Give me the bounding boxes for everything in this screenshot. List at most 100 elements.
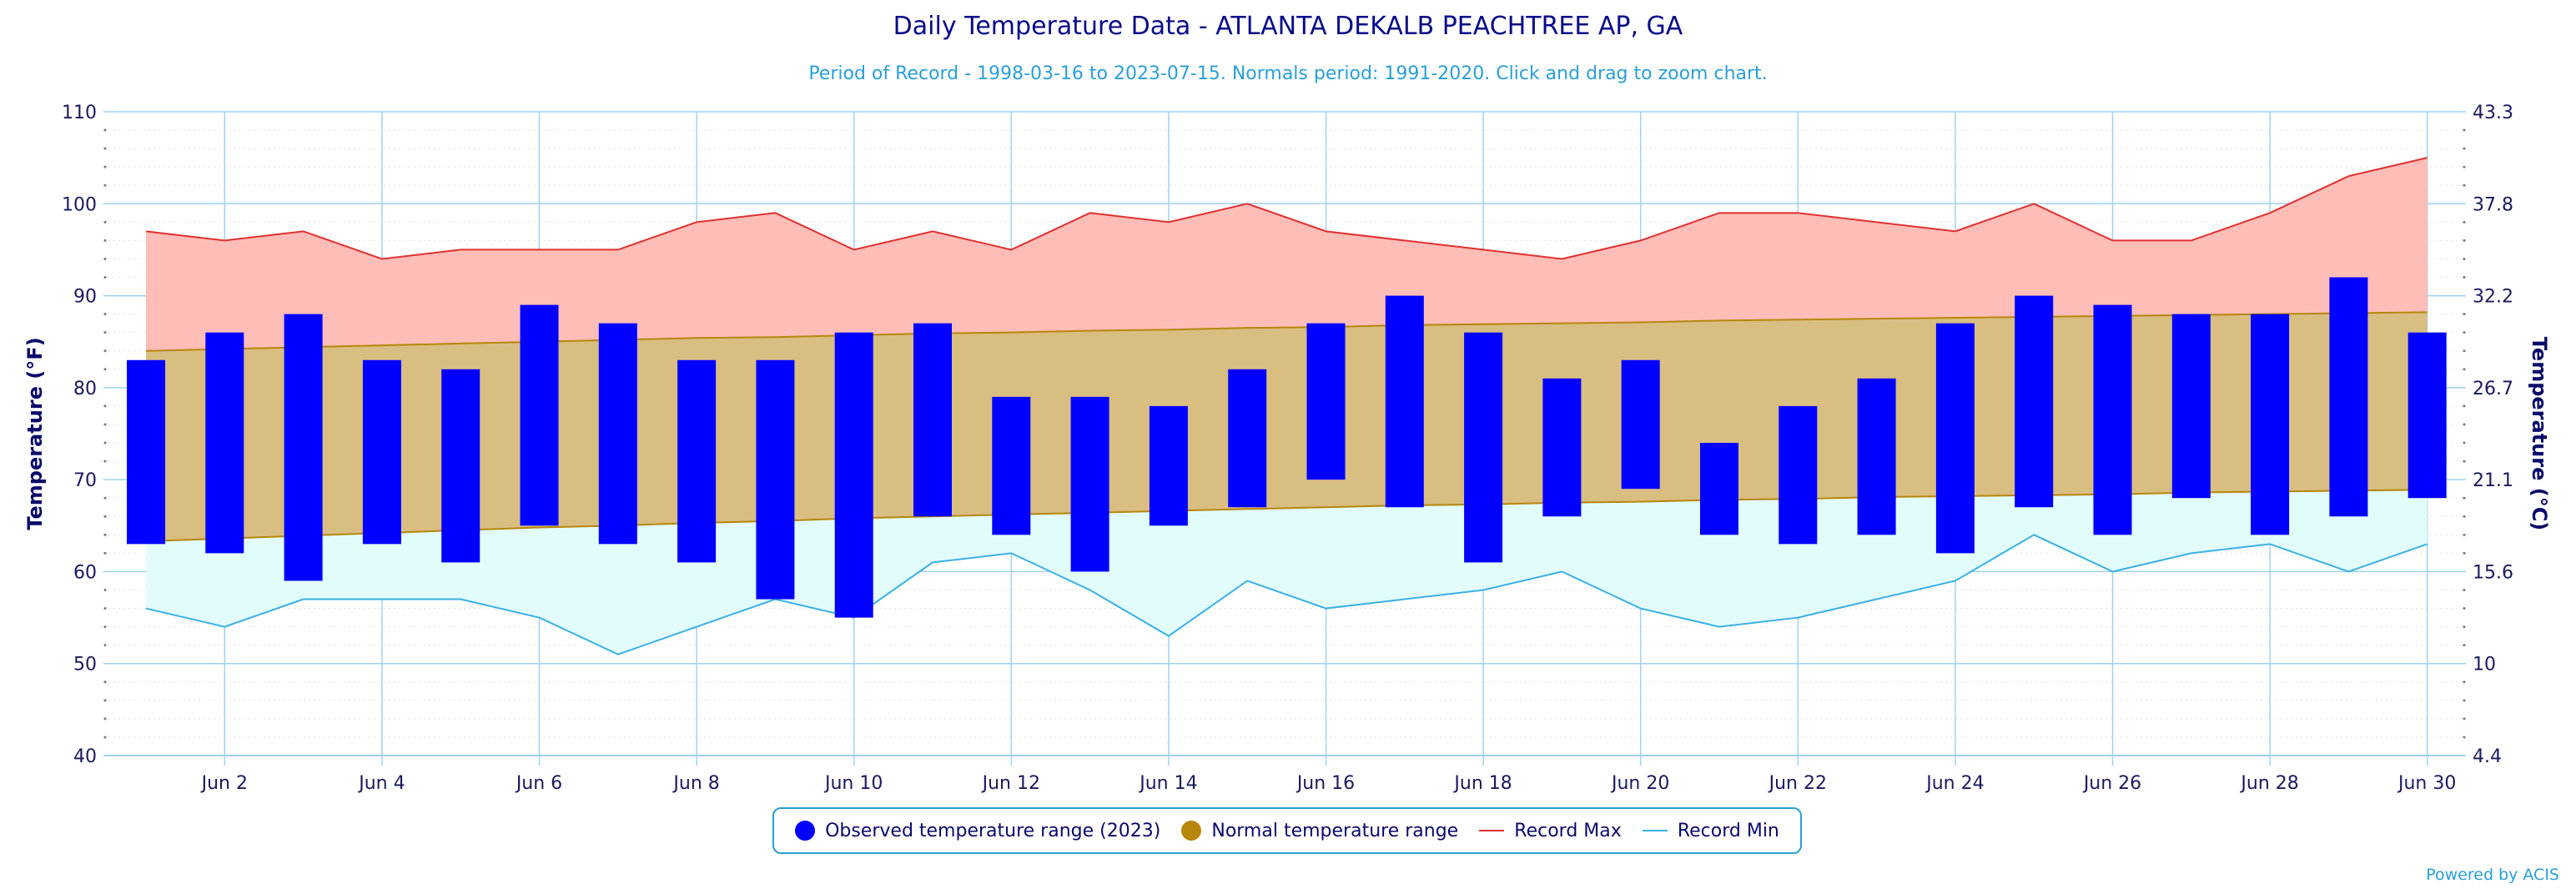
y-minor-dot: [2463, 607, 2466, 610]
observed-bar[interactable]: [1542, 378, 1582, 517]
y-minor-dot: [2463, 515, 2466, 518]
x-tick-label: Jun 2: [200, 773, 248, 794]
y-minor-dot: [103, 551, 107, 555]
y-minor-dot: [103, 625, 107, 629]
legend-record-min-label: Record Min: [1677, 820, 1779, 841]
y-tick-label: 100: [62, 194, 97, 215]
observed-bar[interactable]: [1149, 405, 1188, 526]
observed-bar[interactable]: [362, 359, 401, 545]
y-minor-dot: [103, 460, 107, 463]
normal-range-area: [146, 312, 2428, 542]
observed-bar[interactable]: [1306, 323, 1346, 480]
observed-bar[interactable]: [2329, 277, 2368, 517]
y-tick-label: 110: [62, 103, 97, 123]
y-minor-dot: [2463, 533, 2466, 536]
y-minor-dot: [103, 313, 107, 316]
legend-record-max[interactable]: Record Max: [1479, 821, 1622, 841]
y-minor-dot: [103, 441, 107, 444]
legend-observed[interactable]: Observed temperature range (2023): [795, 821, 1160, 841]
y-minor-dot: [2463, 349, 2466, 353]
observed-bar[interactable]: [2093, 304, 2132, 535]
x-tick-label: Jun 8: [672, 773, 719, 794]
y-right-tick-label: 26.7: [2473, 379, 2513, 399]
y-tick-label: 50: [73, 655, 97, 676]
y-minor-dot: [103, 736, 107, 739]
chart-title: Daily Temperature Data - ATLANTA DEKALB …: [893, 12, 1683, 41]
y-right-tick-label: 37.8: [2473, 194, 2513, 215]
observed-bar[interactable]: [756, 359, 795, 600]
normal-dot-icon: [1181, 821, 1202, 841]
y-right-tick-label: 21.1: [2473, 470, 2513, 491]
y-minor-dot: [2463, 496, 2466, 500]
legend-record-max-label: Record Max: [1514, 820, 1622, 841]
observed-bar[interactable]: [598, 323, 637, 545]
y-minor-dot: [2463, 147, 2466, 150]
observed-bar[interactable]: [127, 359, 165, 545]
y-tick-label: 40: [73, 746, 97, 767]
observed-bar[interactable]: [834, 332, 873, 618]
y-minor-dot: [2463, 423, 2466, 426]
legend-record-min[interactable]: Record Min: [1642, 820, 1779, 841]
legend-normal[interactable]: Normal temperature range: [1181, 821, 1458, 841]
observed-bar[interactable]: [1779, 405, 1818, 545]
y-minor-dot: [2463, 313, 2466, 316]
observed-dot-icon: [795, 821, 816, 841]
y-right-tick-label: 4.4: [2473, 746, 2502, 767]
y-minor-dot: [2463, 331, 2466, 334]
observed-bar[interactable]: [2407, 332, 2447, 499]
y-minor-dot: [103, 276, 107, 279]
y-minor-dot: [2463, 717, 2466, 721]
temperature-chart[interactable]: Jun 2 Jun 4 Jun 6 Jun 8 Jun 10 Jun 12 Jun 14 Ju…: [0, 0, 2576, 801]
y-minor-dot: [103, 681, 107, 684]
observed-bar[interactable]: [2251, 314, 2290, 535]
y-right-tick-label: 32.2: [2473, 287, 2513, 308]
y-right-tick-label: 15.6: [2473, 562, 2513, 583]
observed-bar[interactable]: [2171, 314, 2211, 499]
record-min-line[interactable]: [145, 534, 2428, 655]
x-tick-label: Jun 10: [823, 773, 883, 794]
x-tick-label: Jun 28: [2239, 773, 2298, 794]
y-minor-dot: [103, 331, 107, 334]
observed-bar[interactable]: [1070, 396, 1109, 572]
y-minor-dot: [2463, 239, 2466, 242]
observed-bar[interactable]: [1385, 295, 1424, 508]
observed-bar[interactable]: [520, 304, 559, 526]
y-axis-title: Temperature (°F): [23, 337, 47, 530]
legend-observed-label: Observed temperature range (2023): [825, 820, 1161, 841]
record-min-area: [146, 490, 2428, 655]
y-tick-label: 70: [73, 470, 97, 491]
y-minor-dot: [103, 496, 107, 500]
y-minor-dot: [103, 644, 107, 647]
axes: Jun 2 Jun 4 Jun 6 Jun 8 Jun 10 Jun 12 Jun 14 Ju…: [23, 103, 2551, 794]
observed-bar[interactable]: [205, 332, 244, 554]
x-tick-label: Jun 6: [515, 773, 562, 794]
observed-bar[interactable]: [913, 323, 952, 517]
observed-bar[interactable]: [1700, 443, 1738, 535]
observed-bar[interactable]: [1228, 369, 1267, 508]
y-tick-label: 60: [73, 562, 97, 583]
observed-bar[interactable]: [992, 396, 1031, 535]
y-minor-dot: [2463, 588, 2466, 591]
x-tick-label: Jun 20: [1610, 773, 1669, 794]
observed-bar[interactable]: [677, 359, 717, 563]
x-tick-label: Jun 4: [357, 773, 405, 794]
y-minor-dot: [2463, 257, 2466, 260]
y-minor-dot: [103, 533, 107, 536]
observed-bar[interactable]: [1464, 332, 1503, 563]
y-minor-dot: [2463, 736, 2466, 739]
x-tick-label: Jun 16: [1296, 773, 1355, 794]
y-minor-dot: [103, 717, 107, 721]
observed-bars[interactable]: [127, 277, 2447, 618]
y-minor-dot: [2463, 699, 2466, 702]
observed-bar[interactable]: [284, 314, 323, 581]
observed-bar[interactable]: [441, 369, 480, 563]
chart-legend: Observed temperature range (2023) Normal…: [772, 807, 1802, 854]
chart-subtitle: Period of Record - 1998-03-16 to 2023-07…: [808, 63, 1768, 84]
observed-bar[interactable]: [1621, 359, 1660, 490]
observed-bar[interactable]: [1935, 323, 1975, 554]
observed-bar[interactable]: [1857, 378, 1896, 535]
powered-by-credit[interactable]: Powered by ACIS: [2426, 866, 2559, 884]
observed-bar[interactable]: [2015, 295, 2054, 508]
record-max-line[interactable]: [145, 157, 2428, 260]
x-tick-label: Jun 12: [981, 773, 1040, 794]
